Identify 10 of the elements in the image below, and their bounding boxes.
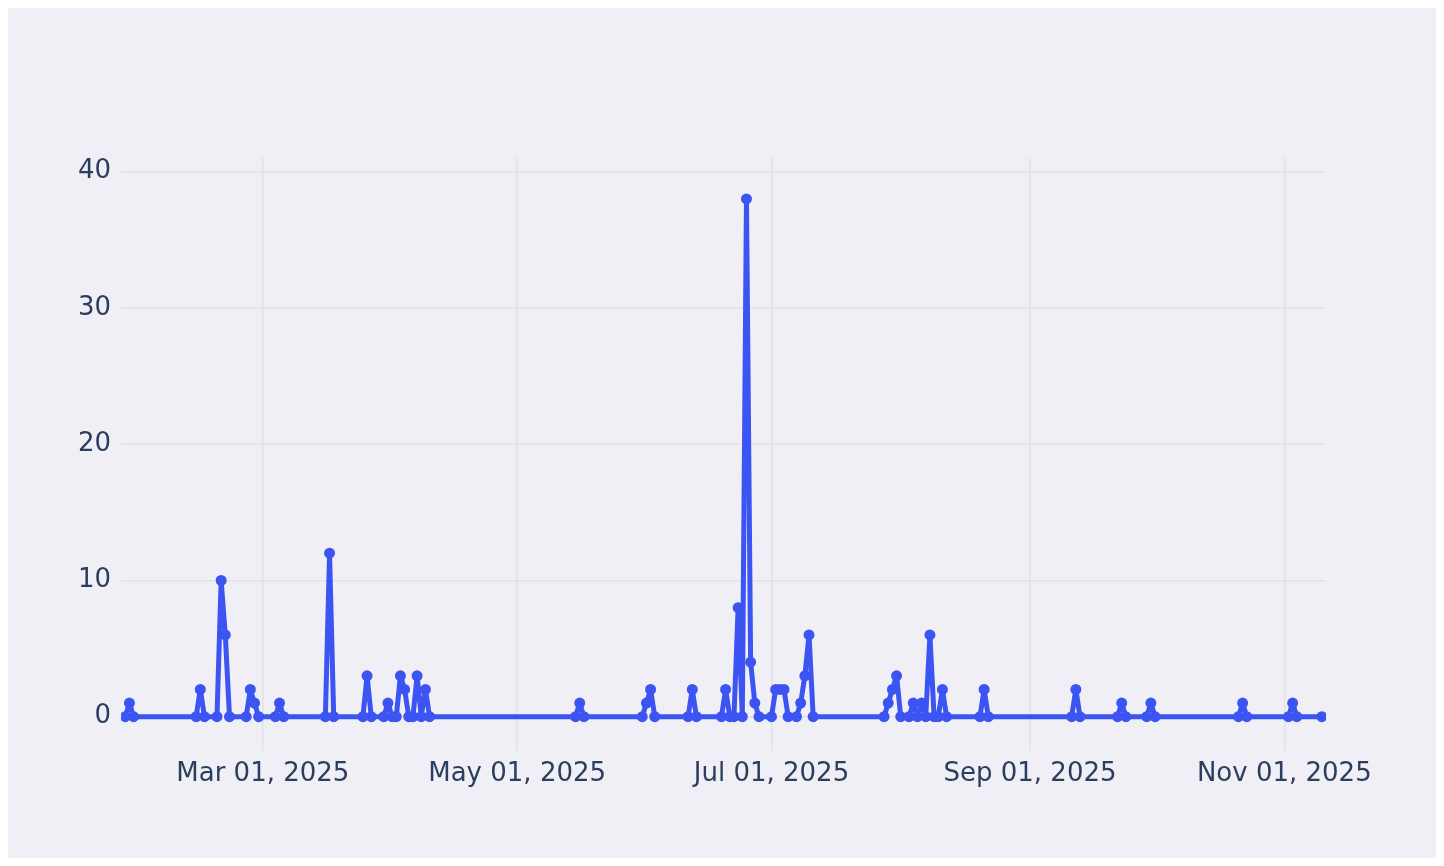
y-tick-label: 0 <box>94 699 112 730</box>
y-tick-label: 30 <box>77 290 112 321</box>
x-tick-label: Nov 01, 2025 <box>1196 757 1372 788</box>
x-tick-label: Mar 01, 2025 <box>176 757 350 788</box>
x-tick-label: May 01, 2025 <box>428 757 607 788</box>
x-tick-label: Sep 01, 2025 <box>943 757 1117 788</box>
y-tick-label: 10 <box>77 563 112 594</box>
y-tick-label: 20 <box>77 426 112 457</box>
y-tick-label: 40 <box>77 154 112 185</box>
x-tick-label: Jul 01, 2025 <box>691 757 850 788</box>
